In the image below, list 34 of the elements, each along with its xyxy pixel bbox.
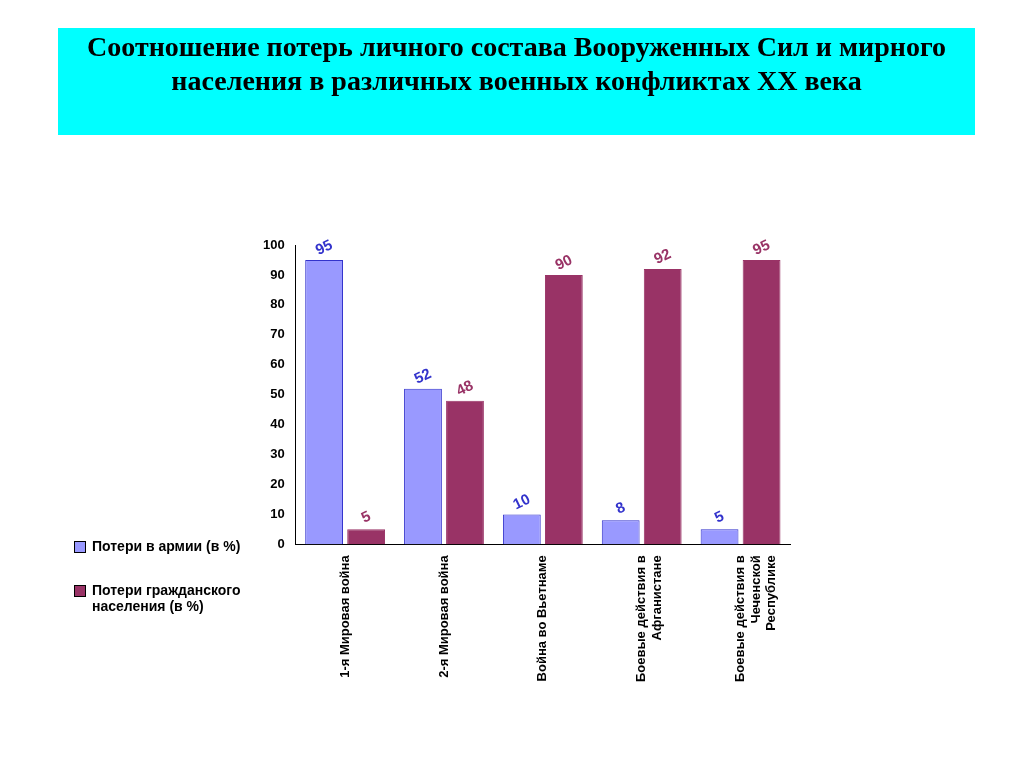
y-tick-label: 10: [270, 505, 285, 521]
legend-label: Потери гражданского населения (в %): [92, 582, 242, 614]
legend-label: Потери в армии (в %): [92, 538, 241, 554]
data-label: 10: [510, 489, 533, 513]
y-tick-label: 60: [270, 356, 285, 372]
data-label: 48: [453, 376, 476, 399]
x-tick-label: 1-я Мировая война: [336, 554, 352, 678]
chart-title: Соотношение потерь личного состава Вооруженных Сил и мирного населения в различных военных конфликтах XX века: [58, 28, 975, 135]
y-tick-label: 0: [277, 535, 285, 551]
y-tick-label: 80: [270, 296, 285, 312]
x-tick-label: Война во Вьетнаме: [534, 555, 550, 682]
data-label: 5: [358, 506, 373, 526]
data-label: 92: [650, 244, 674, 267]
data-label: 8: [612, 497, 628, 517]
y-tick-label: 40: [270, 416, 285, 432]
bar: [446, 400, 484, 545]
bar: [643, 268, 682, 545]
y-tick-label: 100: [262, 236, 285, 252]
x-tick-label: 2-я Мировая война: [435, 554, 451, 678]
data-label: 95: [312, 235, 335, 259]
data-label: 90: [552, 250, 575, 273]
y-tick-label: 70: [270, 326, 285, 342]
data-label: 5: [711, 506, 727, 526]
bar: [544, 274, 583, 545]
data-label: 95: [749, 235, 773, 259]
y-tick-label: 30: [270, 446, 285, 462]
bar: [347, 529, 386, 545]
x-tick-label: Боевые действия в Чеченской Республике: [732, 555, 779, 683]
data-label: 52: [411, 364, 434, 387]
x-tick-label: Боевые действия в Афганистане: [633, 555, 664, 683]
y-tick-label: 90: [270, 266, 285, 282]
bar: [742, 259, 781, 545]
y-tick-label: 20: [270, 476, 285, 492]
y-tick-label: 50: [270, 386, 285, 402]
